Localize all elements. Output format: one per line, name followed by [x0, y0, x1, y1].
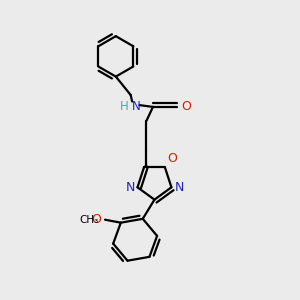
Text: O: O [167, 152, 177, 165]
Text: CH₃: CH₃ [80, 215, 99, 225]
Text: O: O [91, 213, 101, 226]
Text: N: N [174, 181, 184, 194]
Text: N: N [132, 100, 140, 112]
Text: H: H [120, 100, 129, 112]
Text: N: N [126, 181, 135, 194]
Text: O: O [181, 100, 191, 113]
